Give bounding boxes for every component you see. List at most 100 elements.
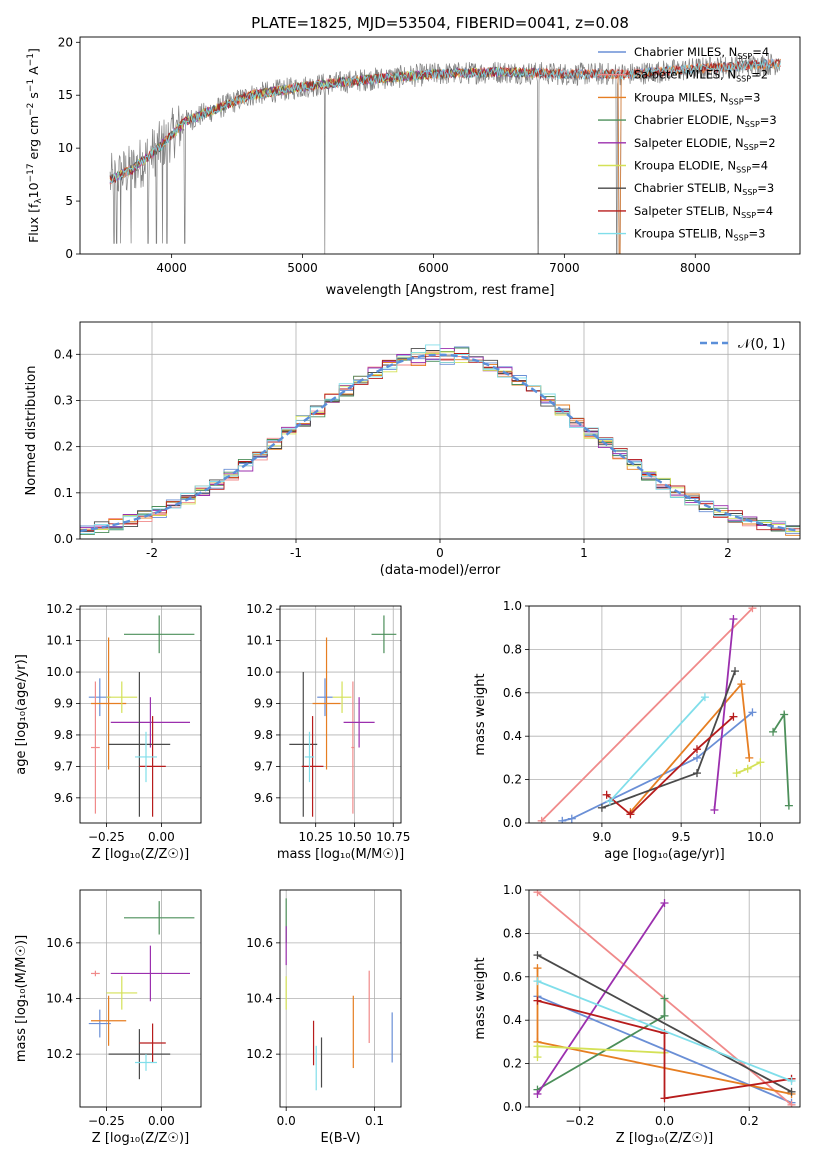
- weight-series-4: [713, 618, 735, 811]
- weight-series-1: [541, 607, 754, 822]
- plus-marker: [597, 803, 606, 812]
- plus-marker: [729, 615, 738, 624]
- weight-series-7: [606, 716, 734, 816]
- age-vs-mass-axes: 10.25 10.50 10.75 9.6 9.7 9.8 9.9 10.0 10.1 10.2: [246, 602, 410, 844]
- x-tick-label: 2: [724, 546, 732, 560]
- errorbar-point: [91, 995, 127, 1046]
- legend-entry: Salpeter MILES, NSSP=2: [634, 68, 768, 84]
- plus-marker: [784, 801, 793, 810]
- gaussian-curve: [80, 353, 798, 533]
- y-axis-label-part: 10: [26, 182, 41, 198]
- legend-entry: Chabrier ELODIE, NSSP=3: [634, 113, 777, 129]
- legend-label: Kroupa ELODIE, N: [634, 159, 736, 173]
- plus-marker: [660, 1011, 669, 1020]
- legend-count: =3: [749, 227, 766, 241]
- mass-vs-ebv-frame: [279, 889, 402, 1108]
- y-tick-label: 9.9: [54, 696, 73, 710]
- residual-histogram-frame: [79, 321, 801, 540]
- y-axis-label-part: −17: [26, 163, 36, 182]
- legend-subscript: SSP: [736, 166, 751, 175]
- mass-vs-z-axes: −0.25 0.00 10.2 10.4 10.6: [46, 890, 201, 1128]
- y-tick-label: 20: [58, 35, 73, 49]
- y-tick-label: 0.2: [503, 1057, 522, 1071]
- x-axis-label: mass [log₁₀(M/M☉)]: [277, 847, 404, 862]
- legend-label: Chabrier STELIB, N: [634, 181, 742, 195]
- mass-vs-ebv-axes: 0.0 0.1 10.2 10.4 10.6: [246, 890, 401, 1128]
- weight-series-0: [562, 711, 754, 822]
- legend-entry: Salpeter ELODIE, NSSP=2: [634, 136, 776, 152]
- mass-vs-z-frame: [79, 889, 202, 1108]
- legend-count: =4: [752, 45, 769, 59]
- plus-marker: [626, 810, 635, 819]
- legend-entry: Kroupa STELIB, NSSP=3: [634, 227, 765, 243]
- plus-marker: [737, 680, 746, 689]
- y-tick-label: 10.6: [46, 936, 73, 950]
- legend-subscript: SSP: [742, 188, 757, 197]
- y-axis-label-part: erg cm: [26, 116, 41, 164]
- mass-vs-ebv-plot: [285, 898, 393, 1091]
- plus-marker: [732, 769, 741, 778]
- figure-title: PLATE=1825, MJD=53504, FIBERID=0041, z=0…: [251, 14, 629, 32]
- weight-series-3: [537, 998, 666, 1091]
- x-axis-label: Z [log₁₀(Z/Z☉)]: [616, 1131, 713, 1146]
- x-tick-label: 10.25: [298, 830, 332, 844]
- legend-count: =3: [744, 90, 761, 104]
- x-tick-label: 9.5: [672, 830, 691, 844]
- y-tick-label: 1.0: [503, 883, 522, 897]
- age-vs-mass-plot: [289, 615, 397, 817]
- plus-marker: [537, 816, 546, 823]
- y-tick-label: 0.2: [54, 440, 73, 454]
- x-tick-label: −0.25: [88, 1114, 125, 1128]
- legend-entry: Kroupa MILES, NSSP=3: [634, 90, 760, 106]
- weight-series-7: [537, 999, 792, 1100]
- plus-marker: [756, 758, 765, 767]
- weight-series-6: [537, 954, 792, 1093]
- errorbar-point: [317, 678, 333, 717]
- y-tick-label: 10.4: [46, 992, 73, 1006]
- x-axis-label: E(B-V): [320, 1131, 360, 1146]
- errorbar-point: [124, 901, 195, 935]
- legend-label: Chabrier MILES, N: [634, 45, 737, 59]
- y-tick-label: 10.2: [46, 602, 73, 616]
- y-tick-label: 10.2: [246, 602, 273, 616]
- errorbar-point: [301, 716, 324, 817]
- x-tick-label: 0.00: [148, 830, 175, 844]
- errorbar-point: [371, 615, 397, 654]
- y-tick-label: 9.8: [54, 728, 73, 742]
- plus-marker: [533, 1042, 542, 1051]
- legend-entry: Salpeter STELIB, NSSP=4: [634, 204, 773, 220]
- legend-subscript: SSP: [734, 234, 749, 243]
- plus-marker: [533, 964, 542, 973]
- weight-vs-age-frame: [528, 605, 801, 824]
- y-tick-label: 10.1: [46, 634, 73, 648]
- legend-entry: Chabrier STELIB, NSSP=3: [634, 181, 774, 197]
- legend-label: Chabrier ELODIE, N: [634, 113, 745, 127]
- errorbar-point: [135, 731, 157, 783]
- legend-subscript: SSP: [729, 97, 744, 106]
- x-tick-label: 9.0: [592, 830, 611, 844]
- legend-count: =2: [759, 136, 776, 150]
- y-tick-label: 10.6: [246, 936, 273, 950]
- legend-subscript: SSP: [737, 52, 752, 61]
- plus-marker: [533, 890, 542, 897]
- legend-subscript: SSP: [736, 75, 751, 84]
- plus-marker: [743, 764, 752, 773]
- weight-series-8: [609, 696, 706, 802]
- y-tick-label: 15: [58, 88, 73, 102]
- weight-series-3: [772, 711, 790, 806]
- y-tick-label: 0.4: [503, 1013, 522, 1027]
- age-vs-mass-frame: [279, 605, 402, 824]
- y-axis-label-part: ]: [26, 48, 41, 53]
- age-vs-z-plot: [88, 615, 195, 817]
- errorbar-point: [108, 672, 171, 817]
- x-tick-label: −0.2: [565, 1114, 594, 1128]
- x-tick-label: 1: [580, 546, 588, 560]
- plus-marker: [710, 805, 719, 814]
- errorbar-point: [332, 681, 352, 713]
- plus-marker: [745, 753, 754, 762]
- x-tick-label: −0.25: [88, 830, 125, 844]
- plus-marker: [692, 745, 701, 754]
- plus-marker: [700, 693, 709, 702]
- y-tick-label: 1.0: [503, 599, 522, 613]
- errorbar-point: [135, 1054, 157, 1071]
